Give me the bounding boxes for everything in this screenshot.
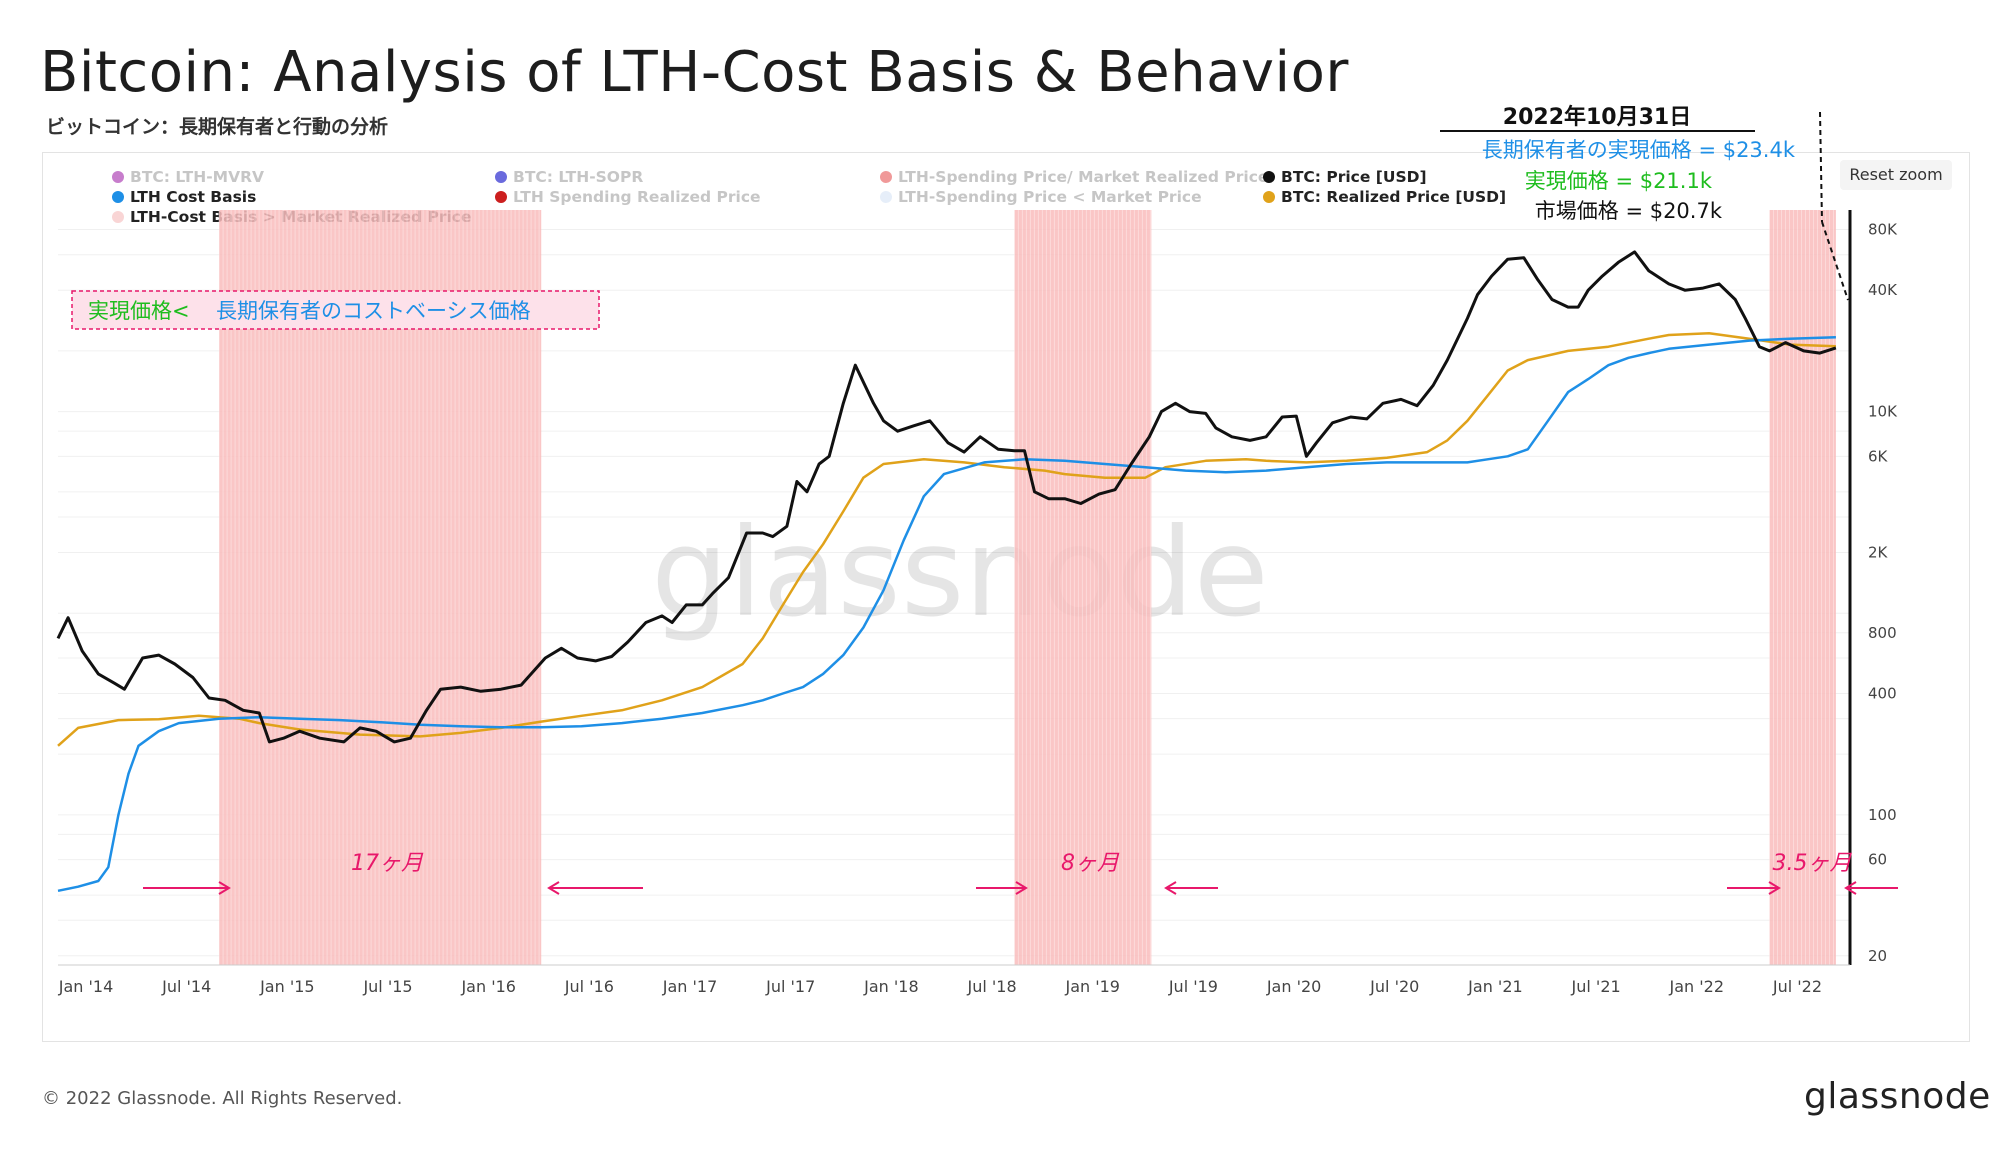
legend-label: BTC: LTH-MVRV [130,168,264,186]
shaded-period-2 [1014,210,1152,965]
x-tick-label: Jul '19 [1168,977,1218,996]
legend-dot-icon [112,191,124,203]
legend-item-realized-price[interactable]: BTC: Realized Price [USD] [1263,188,1506,206]
legend-item-lth-spending-realized[interactable]: LTH Spending Realized Price [495,188,761,206]
annotation-leader-slope [1821,221,1849,301]
annotation-market: 市場価格 = $20.7k [1535,199,1723,223]
footer-copyright: © 2022 Glassnode. All Rights Reserved. [42,1088,403,1109]
x-tick-label: Jan '15 [259,977,315,996]
legend-item-lth-sopr[interactable]: BTC: LTH-SOPR [495,168,643,186]
legend-item-lth-spending-ratio[interactable]: LTH-Spending Price/ Market Realized Pric… [880,168,1268,186]
annotation-date: 2022年10月31日 [1503,104,1691,130]
x-tick-label: Jul '22 [1772,977,1822,996]
x-tick-label: Jan '18 [863,977,919,996]
legend-label: LTH Cost Basis [130,188,257,206]
y-tick-label: 800 [1868,624,1897,642]
info-box [71,290,600,330]
x-tick-label: Jan '20 [1266,977,1322,996]
watermark-text: glassnode [651,502,1269,644]
info-box-left: 実現価格< [88,299,190,323]
y-tick-label: 400 [1868,684,1897,702]
y-tick-label: 2K [1868,544,1889,562]
arrow-left-2 [1164,881,1218,895]
x-tick-label: Jan '22 [1669,977,1725,996]
legend-label: BTC: Price [USD] [1281,168,1427,186]
arrow-left-3 [1844,881,1898,895]
arrow-left-1 [547,881,643,895]
annotation-realized: 実現価格 = $21.1k [1525,169,1713,193]
reset-zoom-button[interactable]: Reset zoom [1840,160,1952,190]
y-tick-label: 10K [1868,403,1898,421]
series-lth-cost-basis [57,335,1836,893]
x-tick-label: Jul '16 [564,977,614,996]
legend-item-lth-spending-lt-market[interactable]: LTH-Spending Price < Market Price [880,188,1202,206]
x-tick-label: Jul '21 [1571,977,1621,996]
y-tick-label: 6K [1868,447,1889,465]
page-subtitle: ビットコイン：長期保有者と行動の分析 [46,116,389,138]
legend-item-btc-price[interactable]: BTC: Price [USD] [1263,168,1427,186]
x-tick-label: Jan '14 [58,977,114,996]
page-title: Bitcoin: Analysis of LTH-Cost Basis & Be… [40,40,1349,105]
legend-dot-icon [1263,171,1275,183]
legend-dot-icon [112,211,124,223]
legend-label: BTC: Realized Price [USD] [1281,188,1507,206]
shaded-period-1 [219,210,542,965]
series-lines [56,250,1837,893]
x-tick-label: Jan '16 [460,977,516,996]
y-tick-label: 60 [1868,851,1887,869]
period-label-3: 3.5ヶ月 [1773,851,1853,876]
period-arrows [143,881,1898,895]
series-realized-price [57,331,1836,747]
legend-dot-icon [880,191,892,203]
legend-label: LTH-Spending Price < Market Price [898,188,1202,206]
x-tick-label: Jan '21 [1467,977,1523,996]
y-tick-label: 100 [1868,806,1897,824]
legend-label: LTH Spending Realized Price [513,188,761,206]
legend-dot-icon [1263,191,1275,203]
legend-item-lth-mvrv[interactable]: BTC: LTH-MVRV [112,168,264,186]
annotation-leader [1819,111,1823,223]
arrow-right-3 [1727,881,1781,895]
series-btc-price [56,250,1837,744]
legend-dot-icon [112,171,124,183]
arrow-right-1 [143,881,231,895]
shaded-periods [218,210,1836,965]
x-axis: Jan '14 Jul '14 Jan '15 Jul '15 Jan '16 Jul '… [58,964,1850,996]
legend-dot-icon [880,171,892,183]
legend-label: BTC: LTH-SOPR [513,168,644,186]
arrow-right-2 [976,881,1028,895]
y-tick-label: 40K [1868,281,1898,299]
x-tick-label: Jan '19 [1064,977,1120,996]
legend-dot-icon [495,171,507,183]
annotation-lth-realized: 長期保有者の実現価格 = $23.4k [1482,138,1796,162]
legend-label: LTH-Spending Price/ Market Realized Pric… [898,168,1269,186]
y-tick-label: 80K [1868,221,1898,239]
y-axis: 20 60 100 400 800 2K 6K 10K 40K 80K [1868,221,1898,965]
y-tick-label: 20 [1868,947,1887,965]
x-tick-label: Jan '17 [662,977,718,996]
period-label-1: 17ヶ月 [351,851,424,876]
x-tick-label: Jul '20 [1369,977,1419,996]
shaded-period-3 [1769,210,1836,965]
x-tick-label: Jul '17 [765,977,815,996]
legend-item-lth-cost-basis[interactable]: LTH Cost Basis [112,188,256,206]
x-tick-label: Jul '14 [161,977,211,996]
brand-logo: glassnode [1804,1076,1991,1117]
x-tick-label: Jul '18 [966,977,1016,996]
period-label-2: 8ヶ月 [1061,851,1120,876]
info-box-right: 長期保有者のコストベーシス価格 [216,299,531,323]
legend-dot-icon [495,191,507,203]
x-tick-label: Jul '15 [362,977,412,996]
